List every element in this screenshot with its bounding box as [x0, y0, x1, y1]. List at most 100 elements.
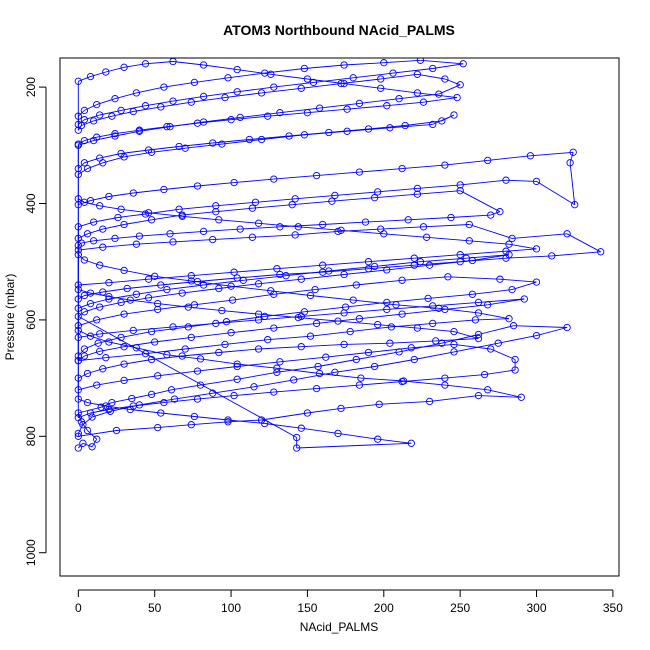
series-segment [347, 127, 390, 132]
series-segment [273, 388, 317, 393]
series-segment [428, 293, 473, 299]
data-point [80, 136, 89, 145]
data-point [74, 414, 82, 422]
series-segment [386, 264, 430, 271]
y-tick-label: 800 [24, 426, 38, 446]
series-segment [469, 240, 510, 245]
data-point [375, 400, 383, 408]
data-point [88, 413, 96, 421]
data-point [532, 245, 541, 253]
data-point [337, 404, 345, 413]
data-point [306, 291, 315, 300]
series-segment [405, 120, 442, 126]
series-segment [163, 185, 198, 190]
data-point [224, 416, 232, 424]
data-point [160, 83, 168, 91]
data-point [190, 301, 199, 309]
series-segment [240, 226, 280, 230]
x-tick-label: 50 [148, 601, 162, 615]
data-point [80, 116, 89, 124]
series-segment [264, 68, 305, 74]
data-point [474, 334, 483, 343]
data-point [456, 187, 464, 195]
data-point [340, 270, 348, 279]
data-point [132, 89, 141, 97]
series-segment [353, 72, 394, 79]
data-point [250, 383, 258, 391]
data-point [474, 309, 483, 317]
data-point [132, 240, 141, 248]
series-segment [337, 432, 378, 440]
series-segment [328, 128, 369, 133]
data-point [212, 319, 220, 328]
series-segment [380, 87, 418, 94]
series-segment [322, 268, 369, 273]
series-segment [151, 214, 183, 221]
data-point [233, 360, 241, 368]
data-point [108, 398, 116, 407]
data-point [74, 322, 82, 330]
series-segment [130, 409, 161, 414]
series-segment [84, 114, 100, 121]
data-point [441, 161, 449, 169]
series-segment [386, 305, 433, 310]
data-point [74, 304, 82, 312]
data-point [178, 211, 186, 219]
data-point [117, 333, 125, 342]
data-point [96, 330, 104, 338]
series-segment [347, 105, 387, 110]
data-point [319, 261, 327, 269]
series-segment [432, 63, 464, 69]
series-segment [78, 282, 109, 286]
series-segment [374, 359, 415, 367]
data-point [212, 202, 220, 210]
series-segment [78, 398, 88, 404]
series-segment [328, 265, 375, 272]
series-segment [368, 347, 412, 353]
series-segment [102, 243, 137, 248]
series-segment [392, 68, 433, 74]
data-point [270, 83, 278, 91]
series-segment [136, 289, 167, 295]
series-segment [148, 275, 192, 280]
series-segment [157, 424, 192, 429]
series-segment [91, 438, 98, 448]
series-segment [136, 86, 164, 94]
x-tick-label: 100 [221, 601, 241, 615]
data-point [432, 337, 440, 345]
series-segment [426, 236, 470, 242]
x-axis-label: NAcid_PALMS [300, 620, 378, 634]
data-point [254, 310, 263, 318]
series-segment [380, 73, 418, 80]
series-segment [359, 98, 400, 104]
data-point [154, 423, 162, 432]
data-point [429, 302, 437, 310]
data-point [79, 421, 87, 429]
series-segment [179, 142, 213, 147]
data-point [413, 184, 422, 193]
data-point [293, 444, 301, 452]
data-point [147, 355, 156, 364]
data-point [163, 123, 171, 131]
series-segment [414, 351, 455, 360]
series-segment [441, 334, 479, 344]
data-point [74, 374, 82, 382]
series-segment [374, 193, 418, 199]
data-point [233, 65, 241, 74]
series-segment [197, 366, 238, 372]
data-point [74, 432, 82, 440]
data-point [487, 345, 495, 353]
data-point [190, 412, 199, 421]
data-point [267, 287, 275, 295]
data-point [163, 285, 171, 294]
data-point [380, 59, 388, 67]
series-segment [293, 371, 335, 381]
series-segment [318, 359, 357, 367]
data-point [383, 298, 391, 307]
data-point [89, 237, 98, 245]
data-point [74, 201, 82, 209]
data-point [380, 230, 388, 238]
series-segment [194, 416, 229, 421]
series-segment [298, 317, 339, 322]
x-tick-label: 200 [374, 601, 394, 615]
